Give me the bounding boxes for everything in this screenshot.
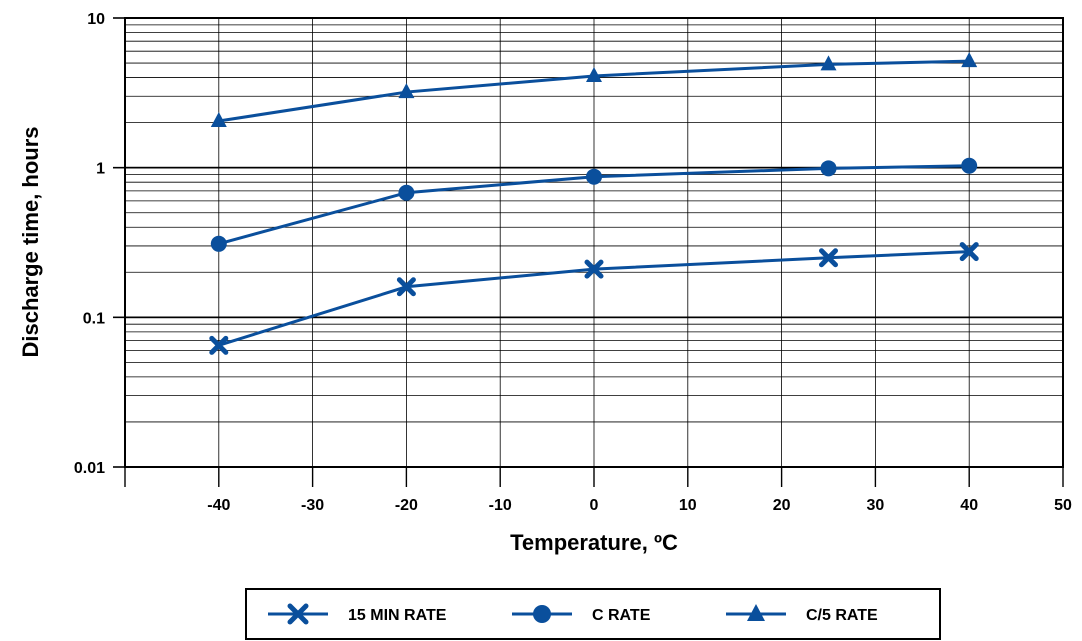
x-tick-label: 20	[773, 497, 791, 514]
marker-circle	[533, 605, 551, 623]
marker-circle	[820, 160, 837, 177]
marker-x-stroke	[209, 335, 229, 355]
marker-triangle	[961, 52, 978, 68]
y-tick-label: 1	[96, 161, 105, 178]
marker-x-stroke	[584, 259, 604, 279]
legend: 15 MIN RATE C RATE C/5 RATE	[245, 588, 941, 640]
y-axis-title: Discharge time, hours	[18, 126, 43, 357]
marker-circle	[961, 157, 978, 174]
x-tick-label: 30	[867, 497, 885, 514]
x-tick-label: -20	[395, 497, 418, 514]
x-axis-title: Temperature, ºC	[510, 530, 678, 555]
y-tick-label: 0.01	[74, 460, 105, 477]
x-tick-label: 10	[679, 497, 697, 514]
marker-x	[959, 242, 979, 262]
marker-x-stroke	[396, 277, 416, 297]
legend-label: 15 MIN RATE	[348, 607, 447, 624]
marker-x-stroke	[959, 242, 979, 262]
series-circle	[210, 157, 978, 252]
y-tick-label: 10	[87, 11, 105, 28]
marker-x	[584, 259, 604, 279]
grid-lines	[125, 17, 1064, 468]
x-axis-ticks: -40 -30 -20 -10 0 10 20 30 40 50	[124, 467, 1072, 514]
marker-circle	[210, 235, 227, 252]
legend-item: 15 MIN RATE	[268, 603, 447, 625]
marker-triangle	[747, 604, 765, 621]
x-tick-label: 0	[590, 497, 599, 514]
x-tick-label: -10	[489, 497, 512, 514]
marker-circle	[586, 168, 602, 185]
x-tick-label: 40	[960, 497, 978, 514]
x-tick-label: -40	[207, 497, 230, 514]
data-series	[209, 52, 979, 355]
x-tick-label: -30	[301, 497, 324, 514]
marker-triangle	[210, 112, 227, 128]
legend-item: C RATE	[512, 605, 651, 624]
marker-x-stroke	[819, 248, 838, 268]
marker-x	[819, 248, 838, 268]
legend-box	[245, 588, 941, 640]
marker-triangle	[820, 55, 837, 71]
marker-x-stroke	[287, 603, 309, 625]
y-axis-ticks: 0.01 0.1 1 10	[74, 11, 125, 477]
marker-triangle	[398, 83, 415, 99]
marker-x	[396, 277, 416, 297]
legend-label: C RATE	[592, 607, 651, 624]
series-triangle	[210, 52, 978, 128]
marker-x	[209, 335, 229, 355]
marker-triangle	[586, 66, 602, 82]
legend-label: C/5 RATE	[806, 607, 878, 624]
series-x	[209, 242, 979, 355]
legend-item: C/5 RATE	[726, 604, 878, 624]
marker-circle	[398, 184, 415, 201]
x-tick-label: 50	[1054, 497, 1072, 514]
y-tick-label: 0.1	[83, 310, 105, 327]
marker-x	[287, 603, 309, 625]
